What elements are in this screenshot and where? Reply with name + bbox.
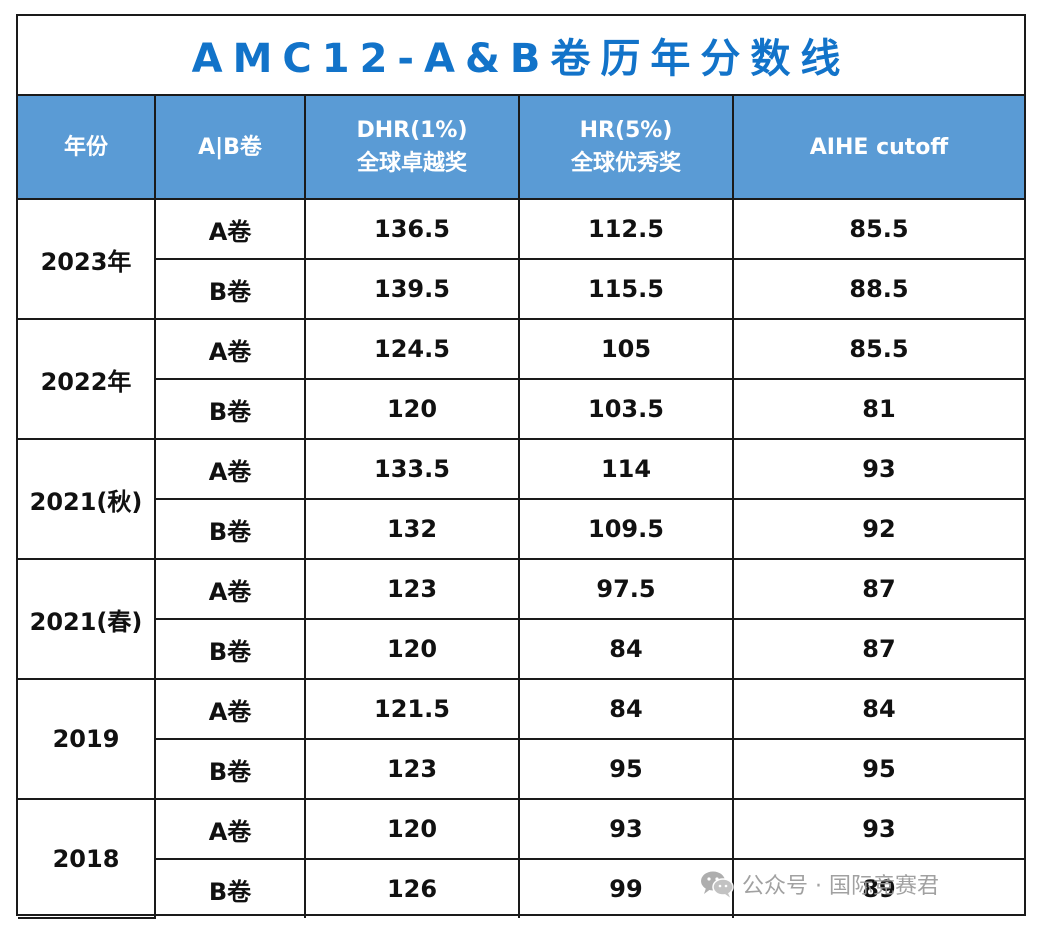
table-row: 2018 A卷 120 93 93	[18, 798, 1024, 919]
paper-cell: B卷	[155, 258, 306, 320]
aime-cell: 87	[732, 558, 1024, 620]
aime-cell: 85.5	[732, 198, 1024, 260]
watermark-text: 公众号 · 国际竞赛君	[742, 874, 939, 899]
hr-cell: 112.5	[518, 198, 734, 260]
dhr-cell: 120	[304, 618, 520, 680]
aime-cell: 85.5	[732, 318, 1024, 380]
hr-cell: 93	[518, 798, 734, 860]
paper-cell: A卷	[154, 558, 306, 620]
year-cell: 2019	[18, 678, 156, 800]
aime-cell: 95	[732, 738, 1024, 800]
aime-cell: 93	[732, 798, 1024, 860]
year-cell: 2023年	[18, 198, 156, 320]
header-year: 年份	[18, 96, 156, 200]
header-hr-line2: 全球优秀奖	[570, 151, 681, 176]
wechat-icon	[700, 870, 734, 898]
table-row: B卷 120 84 87	[18, 618, 1024, 680]
hr-cell: 114	[518, 438, 734, 500]
aime-cell: 87	[732, 618, 1024, 680]
dhr-cell: 139.5	[304, 258, 520, 320]
hr-cell: 97.5	[518, 558, 734, 620]
table-row: B卷 126 99 89	[18, 858, 1024, 918]
year-cell: 2021(春)	[18, 558, 156, 680]
aime-cell: 93	[732, 438, 1024, 500]
paper-cell: A卷	[154, 678, 306, 740]
header-aime: AIHE cutoff	[732, 96, 1024, 200]
aime-cell: 88.5	[732, 258, 1024, 320]
watermark: 公众号 · 国际竞赛君	[700, 868, 939, 900]
header-paper: A|B卷	[154, 96, 306, 200]
paper-cell: B卷	[155, 378, 306, 440]
dhr-cell: 121.5	[304, 678, 520, 740]
hr-cell: 109.5	[518, 498, 734, 560]
year-cell: 2022年	[18, 318, 156, 440]
paper-cell: A卷	[154, 318, 306, 380]
dhr-cell: 123	[304, 738, 520, 800]
score-table: 年份 A|B卷 DHR(1%) 全球卓越奖 HR(5%) 全球优秀奖 AIHE …	[18, 96, 1024, 919]
paper-cell: B卷	[155, 618, 306, 680]
paper-cell: B卷	[155, 738, 306, 800]
aime-cell: 84	[732, 678, 1024, 740]
dhr-cell: 132	[304, 498, 520, 560]
aime-cell: 92	[732, 498, 1024, 560]
dhr-cell: 136.5	[304, 198, 520, 260]
aime-cell: 81	[732, 378, 1024, 440]
table-row: 2019 A卷 121.5 84 84	[18, 678, 1024, 800]
hr-cell: 84	[518, 678, 734, 740]
header-dhr-line2: 全球卓越奖	[356, 151, 467, 176]
header-hr: HR(5%) 全球优秀奖	[518, 96, 734, 200]
header-dhr-line1: DHR(1%)	[356, 118, 468, 143]
year-cell: 2021(秋)	[18, 438, 156, 560]
table-row: 2021(秋) A卷 133.5 114 93	[18, 438, 1024, 560]
table-row: B卷 139.5 115.5 88.5	[18, 258, 1024, 320]
table-title: AMC12-A&B卷历年分数线	[18, 16, 1024, 96]
paper-cell: B卷	[155, 858, 306, 918]
table-row: 2022年 A卷 124.5 105 85.5	[18, 318, 1024, 440]
hr-cell: 95	[518, 738, 734, 800]
dhr-cell: 124.5	[304, 318, 520, 380]
hr-cell: 99	[518, 858, 734, 918]
table-row: B卷 132 109.5 92	[18, 498, 1024, 560]
dhr-cell: 126	[304, 858, 520, 918]
hr-cell: 105	[518, 318, 734, 380]
year-cell: 2018	[18, 798, 156, 919]
hr-cell: 103.5	[518, 378, 734, 440]
table-row: 2021(春) A卷 123 97.5 87	[18, 558, 1024, 680]
header-hr-line1: HR(5%)	[579, 118, 673, 143]
dhr-cell: 120	[304, 378, 520, 440]
paper-cell: A卷	[154, 798, 306, 860]
table-row: B卷 120 103.5 81	[18, 378, 1024, 440]
dhr-cell: 123	[304, 558, 520, 620]
dhr-cell: 120	[304, 798, 520, 860]
paper-cell: B卷	[155, 498, 306, 560]
score-table-frame: AMC12-A&B卷历年分数线 年份 A|B卷 DHR(1%) 全球卓越奖 HR…	[16, 14, 1026, 919]
hr-cell: 84	[518, 618, 734, 680]
hr-cell: 115.5	[518, 258, 734, 320]
dhr-cell: 133.5	[304, 438, 520, 500]
aime-cell: 89	[732, 858, 1024, 918]
table-row: 2023年 A卷 136.5 112.5 85.5	[18, 198, 1024, 320]
header-dhr: DHR(1%) 全球卓越奖	[304, 96, 520, 200]
paper-cell: A卷	[154, 438, 306, 500]
header-row: 年份 A|B卷 DHR(1%) 全球卓越奖 HR(5%) 全球优秀奖 AIHE …	[18, 96, 1024, 200]
paper-cell: A卷	[154, 198, 306, 260]
table-row: B卷 123 95 95	[18, 738, 1024, 800]
